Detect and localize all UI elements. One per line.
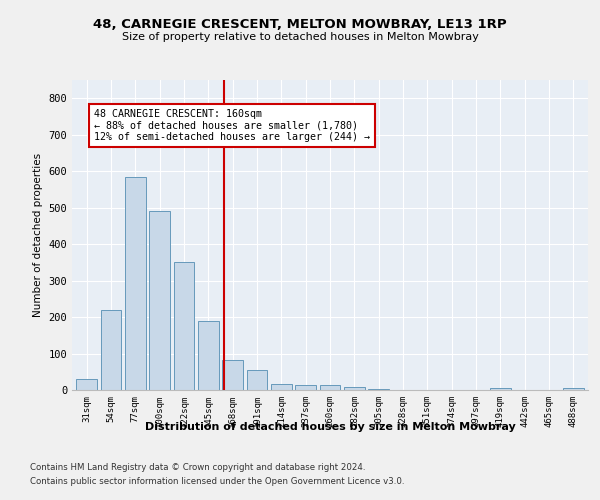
Text: Contains public sector information licensed under the Open Government Licence v3: Contains public sector information licen… [30, 477, 404, 486]
Text: 48, CARNEGIE CRESCENT, MELTON MOWBRAY, LE13 1RP: 48, CARNEGIE CRESCENT, MELTON MOWBRAY, L… [93, 18, 507, 30]
Bar [344, 387, 365, 390]
Bar [247, 370, 268, 390]
Bar [125, 176, 146, 390]
Text: Size of property relative to detached houses in Melton Mowbray: Size of property relative to detached ho… [122, 32, 478, 42]
Bar [295, 386, 316, 390]
Text: 48 CARNEGIE CRESCENT: 160sqm
← 88% of detached houses are smaller (1,780)
12% of: 48 CARNEGIE CRESCENT: 160sqm ← 88% of de… [94, 109, 370, 142]
Bar [101, 310, 121, 390]
Text: Contains HM Land Registry data © Crown copyright and database right 2024.: Contains HM Land Registry data © Crown c… [30, 464, 365, 472]
Bar [222, 360, 243, 390]
Bar [76, 379, 97, 390]
Bar [320, 386, 340, 390]
Y-axis label: Number of detached properties: Number of detached properties [33, 153, 43, 317]
Bar [271, 384, 292, 390]
Bar [368, 388, 389, 390]
Bar [173, 262, 194, 390]
Text: Distribution of detached houses by size in Melton Mowbray: Distribution of detached houses by size … [145, 422, 515, 432]
Bar [149, 212, 170, 390]
Bar [563, 388, 584, 390]
Bar [490, 388, 511, 390]
Bar [198, 320, 218, 390]
